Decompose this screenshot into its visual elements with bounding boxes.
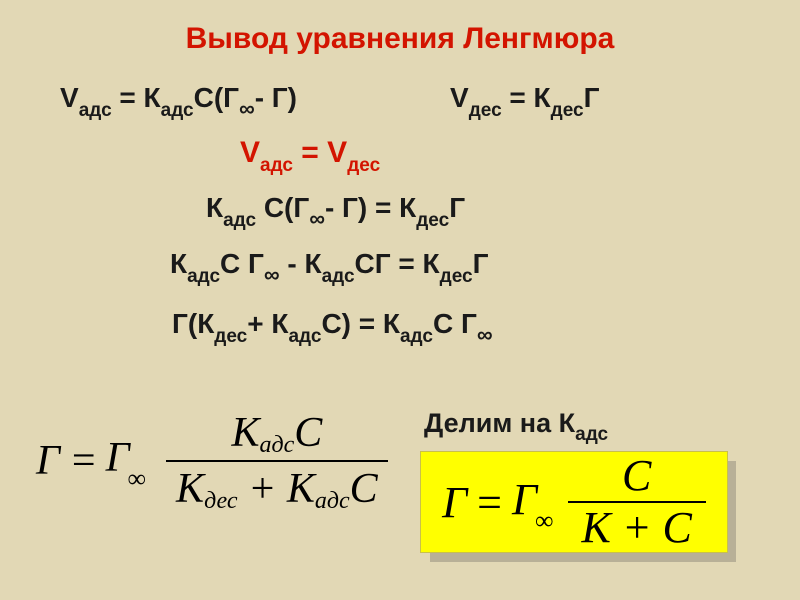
eq-line-5: Г(Кдес+ КадсС) = КадсС Г∞ [172, 308, 493, 346]
result-box-formula: Г = Г∞ C K + C [442, 454, 706, 550]
slide-title: Вывод уравнения Ленгмюра [0, 22, 800, 56]
eq-line-1-right: Vдес = КдесГ [450, 82, 599, 120]
result-box: Г = Г∞ C K + C [420, 451, 728, 553]
slide: Вывод уравнения Ленгмюра Vадс = КадсС(Г∞… [0, 0, 800, 600]
eq-line-3: Кадс С(Г∞- Г) = КдесГ [206, 192, 465, 230]
divide-label: Делим на Кадс [424, 408, 608, 444]
eq-line-2: Vадс = Vдес [240, 136, 380, 175]
eq-line-1-left: Vадс = КадсС(Г∞- Г) [60, 82, 297, 120]
eq-line-4: КадсС Г∞ - КадсСГ = КдесГ [170, 248, 488, 286]
result-fraction: Г = Г∞ KадсC Kдес + KадсC [36, 410, 388, 512]
